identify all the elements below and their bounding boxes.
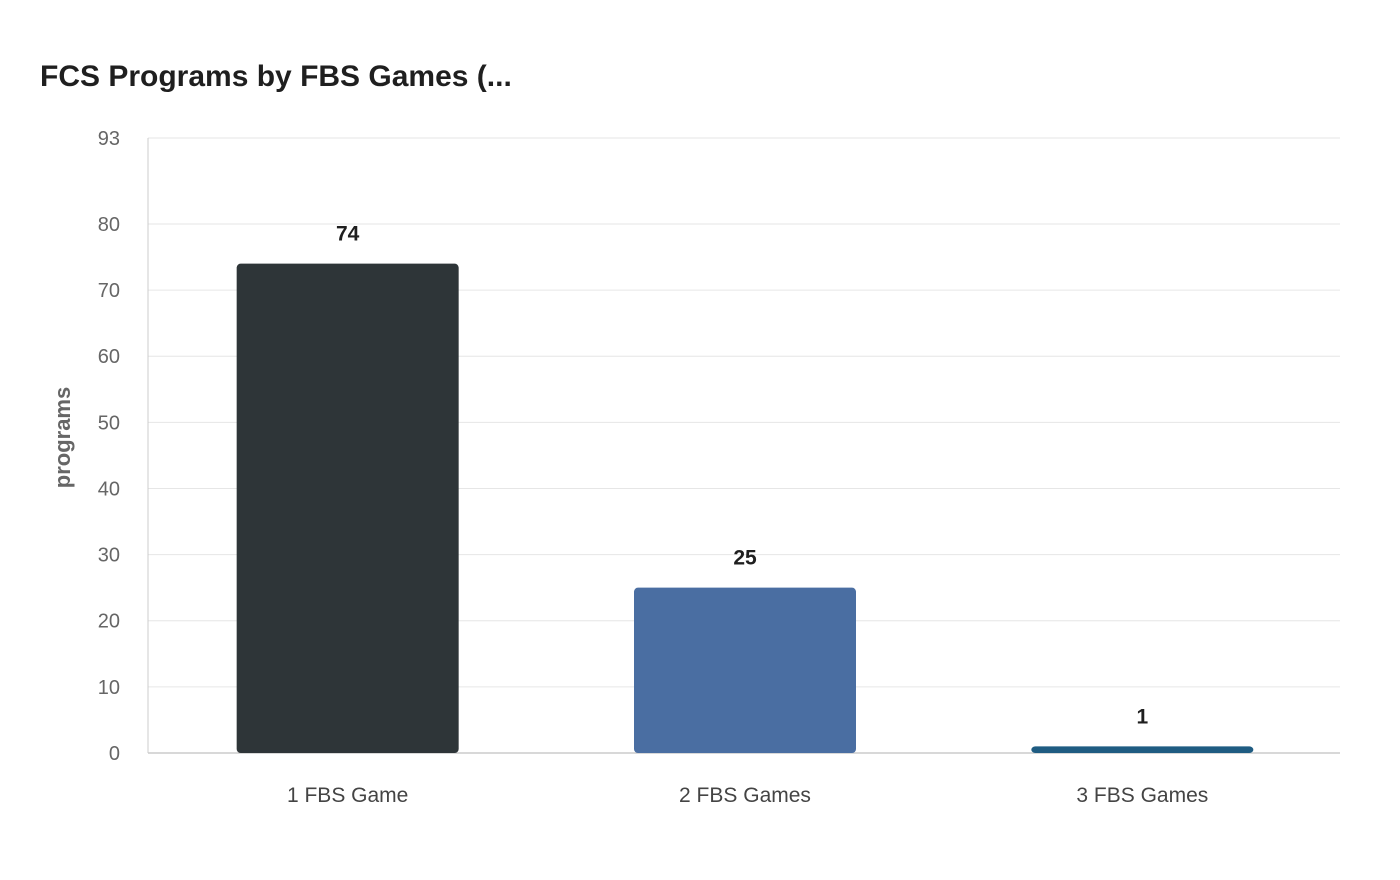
x-tick-label: 2 FBS Games [679,784,811,807]
y-tick-label: 60 [98,346,120,368]
bars [236,263,1254,753]
bar [236,263,459,753]
y-tick-label: 0 [109,743,120,765]
y-tick-label: 50 [98,412,120,434]
y-tick-label: 80 [98,214,120,236]
x-tick-label: 1 FBS Game [287,784,408,807]
x-axis-ticks: 1 FBS Game 2 FBS Games 3 FBS Games [287,784,1208,807]
y-tick-label: 70 [98,280,120,302]
y-tick-label: 10 [98,677,120,699]
y-tick-label: 40 [98,478,120,500]
data-label: 25 [733,547,757,570]
data-label: 1 [1136,705,1148,728]
y-tick-label: 30 [98,545,120,567]
bar [634,587,856,753]
data-labels: 74 25 1 [336,223,1149,729]
y-axis-ticks: 0 10 20 30 40 50 60 70 80 93 [98,128,120,765]
chart-title: FCS Programs by FBS Games (... [40,60,512,93]
y-axis-title: programs [50,387,75,488]
y-tick-label: 93 [98,128,120,150]
y-tick-label: 20 [98,611,120,633]
x-tick-label: 3 FBS Games [1076,784,1208,807]
bar [1031,746,1254,753]
data-label: 74 [336,223,360,246]
